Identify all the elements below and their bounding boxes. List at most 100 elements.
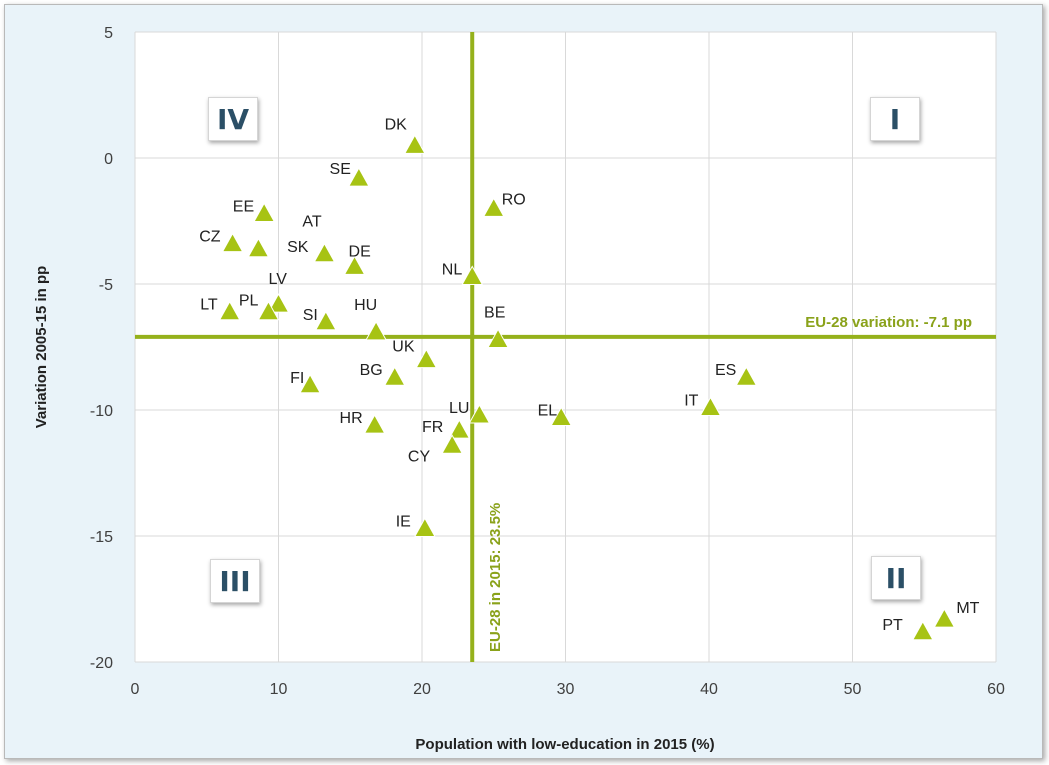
triangle-marker [468,404,491,424]
point-label: BG [360,362,383,379]
point-label: SK [287,239,309,256]
triangle-marker [221,232,244,253]
triangle-marker [299,373,321,394]
point-label: HU [354,297,377,314]
triangle-marker [461,265,484,285]
triangle-marker [414,517,436,537]
point-label: LT [200,297,218,314]
data-point-el: EL [538,403,573,427]
y-tick-label: 0 [104,151,113,168]
data-point-nl: NL [442,261,484,285]
triangle-marker [267,293,290,313]
point-label: RO [502,191,526,208]
point-label: IE [396,513,411,530]
point-label: NL [442,261,463,278]
triangle-marker [348,167,370,187]
reference-lines: EU-28 variation: -7.1 pp EU-28 in 2015: 2… [135,32,996,662]
triangle-marker [343,255,366,275]
x-tick-label: 40 [700,681,718,698]
data-point-es: ES [715,362,758,386]
point-label: SE [330,161,351,178]
point-label: FR [422,419,443,436]
triangle-marker [257,300,280,321]
point-label: FI [290,370,304,387]
y-tick-label: -15 [90,529,113,546]
triangle-marker [487,328,509,348]
point-label: IT [684,392,698,409]
data-point-bg: BG [360,362,406,386]
y-tick-label: -10 [90,403,113,420]
data-point-ee: EE [233,198,275,222]
triangle-marker [550,406,573,427]
data-point-at: AT [247,214,322,258]
data-point-hu: HU [354,297,387,341]
point-label: SI [303,307,318,324]
data-point-hr: HR [340,410,386,434]
point-label: PL [239,293,259,310]
triangle-marker [699,396,722,416]
triangle-marker [247,237,270,258]
triangle-marker [383,366,406,386]
point-label: CY [408,448,431,465]
triangle-marker [911,620,934,641]
data-point-si: SI [303,307,337,331]
data-point-ie: IE [396,513,436,537]
data-points: DK SE RO EE CZ SK AT DE NL LV LT PL SI HU BE UK BG FI ES IT… [199,116,980,641]
quadrant-label-bottom-left: III [210,559,260,603]
point-label: EE [233,198,254,215]
point-label: HR [340,410,363,427]
y-tick-label: -20 [90,655,113,672]
x-tick-label: 20 [413,681,431,698]
data-point-cz: CZ [199,229,244,253]
triangle-marker [218,300,241,321]
data-point-dk: DK [385,116,426,154]
y-axis-title: Variation 2005-15 in pp [33,266,50,429]
x-tick-label: 10 [270,681,288,698]
x-axis-title: Population with low-education in 2015 (%… [415,736,714,753]
triangle-marker [933,608,956,628]
eu28-horizontal-label: EU-28 variation: -7.1 pp [805,314,972,331]
data-point-lt: LT [200,297,241,321]
data-point-mt: MT [933,600,980,628]
point-label: AT [302,214,321,231]
triangle-marker [313,242,336,263]
data-point-it: IT [684,392,722,416]
data-point-fi: FI [290,370,321,394]
triangle-marker [253,202,275,222]
triangle-marker [441,434,463,454]
y-tick-label: 5 [104,25,113,42]
data-point-be: BE [484,304,509,348]
triangle-marker [363,414,386,434]
point-label: UK [392,339,415,356]
point-label: LU [449,400,469,417]
x-tick-label: 50 [844,681,862,698]
triangle-marker [365,320,387,341]
data-point-de: DE [343,243,371,275]
triangle-marker [403,134,426,154]
triangle-marker [415,348,438,369]
quadrant-label-top-left: IV [208,97,258,141]
x-tick-label: 30 [557,681,575,698]
point-label: PT [882,617,903,634]
data-point-sk: SK [287,239,336,263]
point-label: DK [385,116,408,133]
triangle-marker [735,366,758,386]
quadrant-label-bottom-right: II [871,556,921,600]
y-tick-label: -5 [99,277,113,294]
point-label: LV [269,271,288,288]
x-tick-label: 60 [987,681,1005,698]
data-point-ro: RO [482,191,526,217]
point-label: DE [349,243,371,260]
data-point-pl: PL [239,293,280,321]
point-label: MT [956,600,979,617]
triangle-marker [315,310,337,331]
data-point-pt: PT [882,617,934,641]
eu28-vertical-label: EU-28 in 2015: 23.5% [487,503,504,652]
triangle-marker [482,197,505,217]
data-point-se: SE [330,161,370,187]
point-label: EL [538,403,558,420]
quadrant-label-top-right: I [870,97,920,141]
triangle-marker [448,419,471,439]
